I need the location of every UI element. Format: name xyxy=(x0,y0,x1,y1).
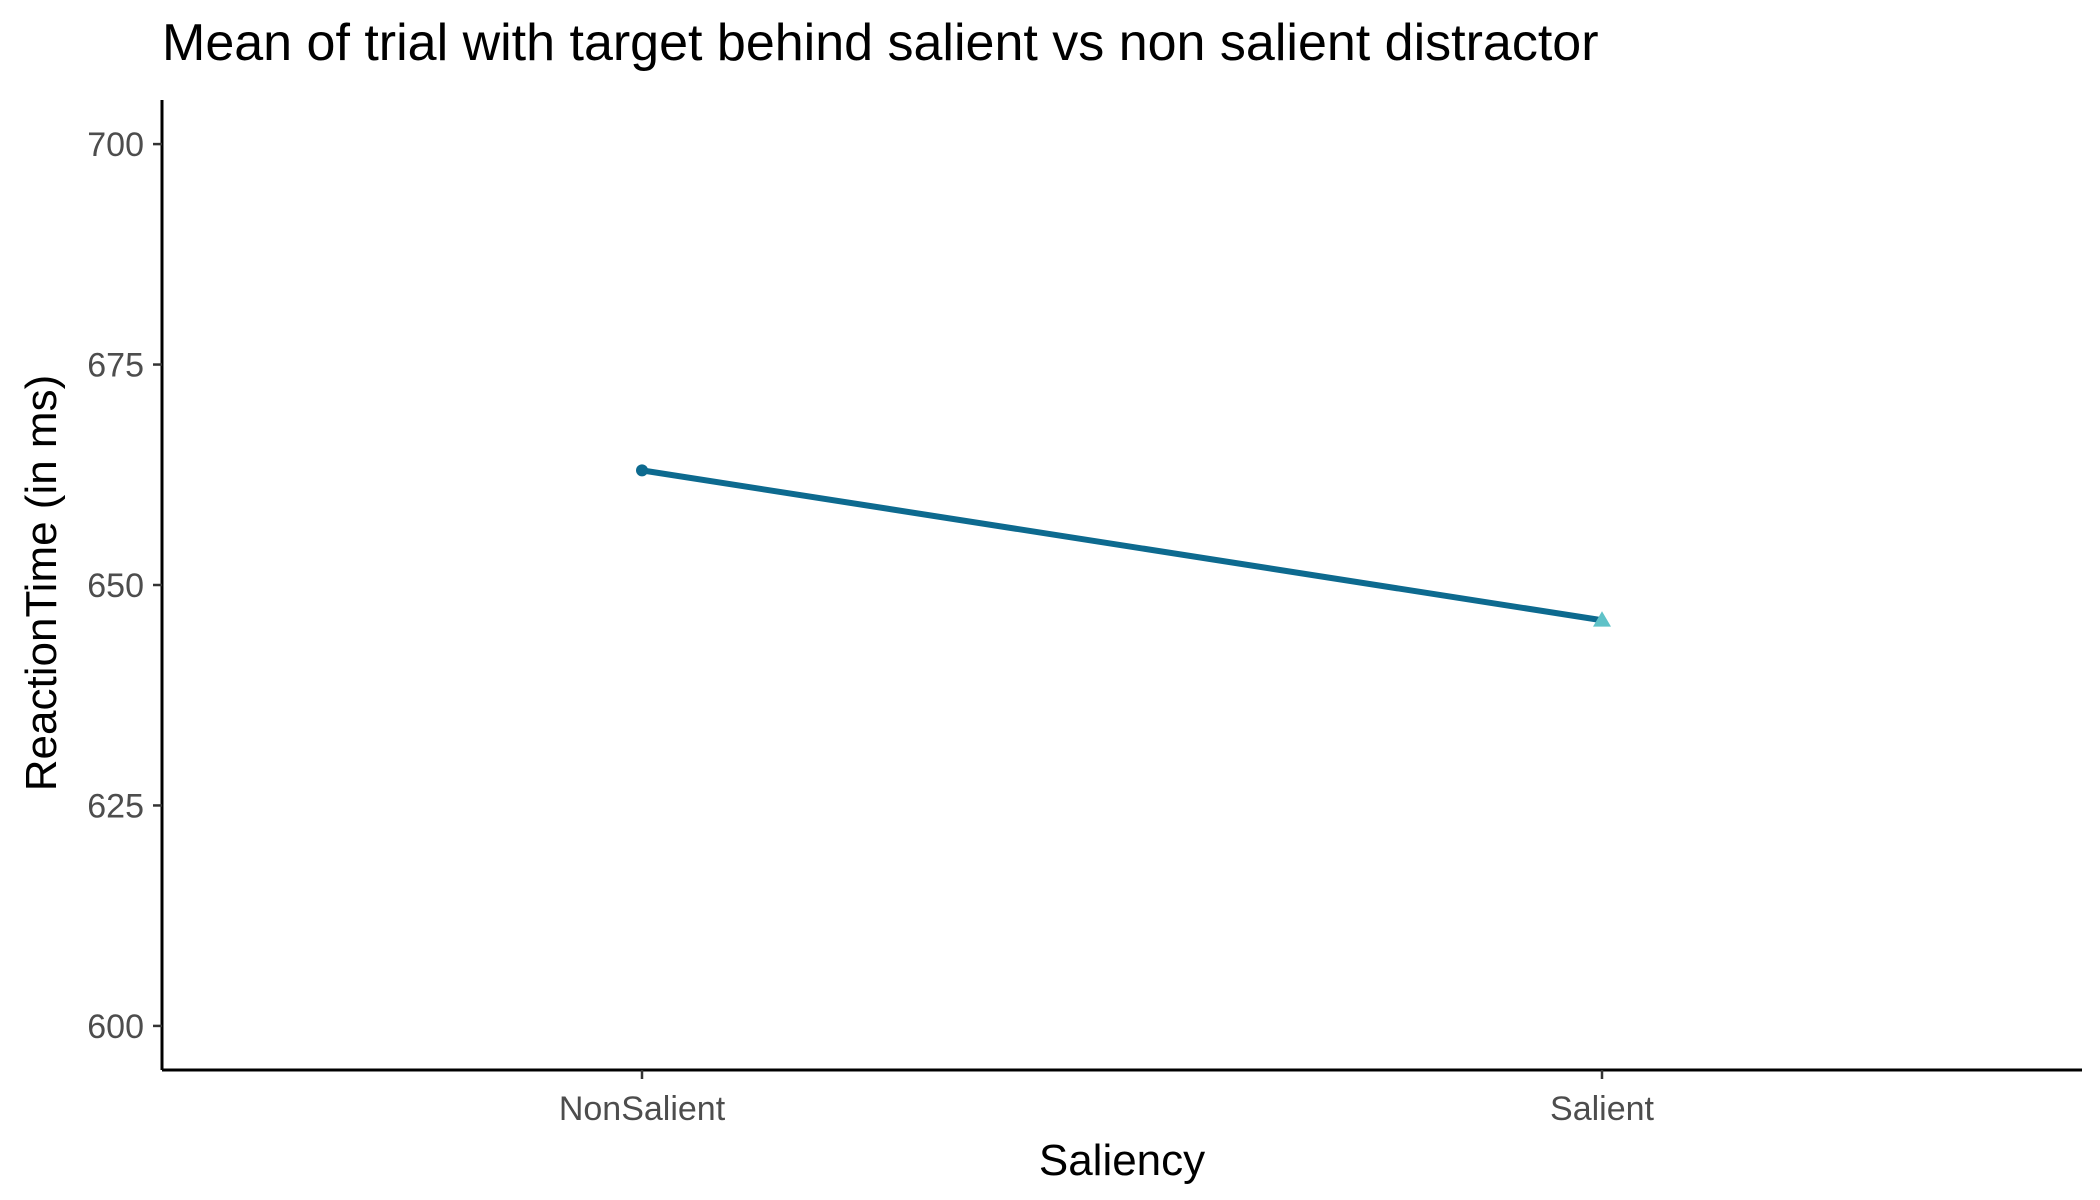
data-point xyxy=(636,464,648,477)
series-line xyxy=(639,467,1605,624)
y-tick-label: 700 xyxy=(87,126,144,164)
x-axis-title: Saliency xyxy=(1039,1136,1205,1185)
y-axis: 600 625 650 675 700 xyxy=(87,100,164,1070)
x-tick-label: NonSalient xyxy=(559,1090,726,1128)
y-tick-label: 650 xyxy=(87,567,144,605)
y-axis-title: ReactionTime (in ms) xyxy=(17,375,66,791)
chart-title: Mean of trial with target behind salient… xyxy=(162,14,1599,72)
y-tick-label: 625 xyxy=(87,787,144,825)
y-tick-label: 675 xyxy=(87,347,144,385)
data-point xyxy=(1593,611,1611,627)
x-tick-label: Salient xyxy=(1550,1090,1655,1128)
plot-series xyxy=(636,464,1611,627)
y-tick-label: 600 xyxy=(87,1008,144,1046)
x-axis: NonSalient Salient xyxy=(162,1068,2082,1128)
